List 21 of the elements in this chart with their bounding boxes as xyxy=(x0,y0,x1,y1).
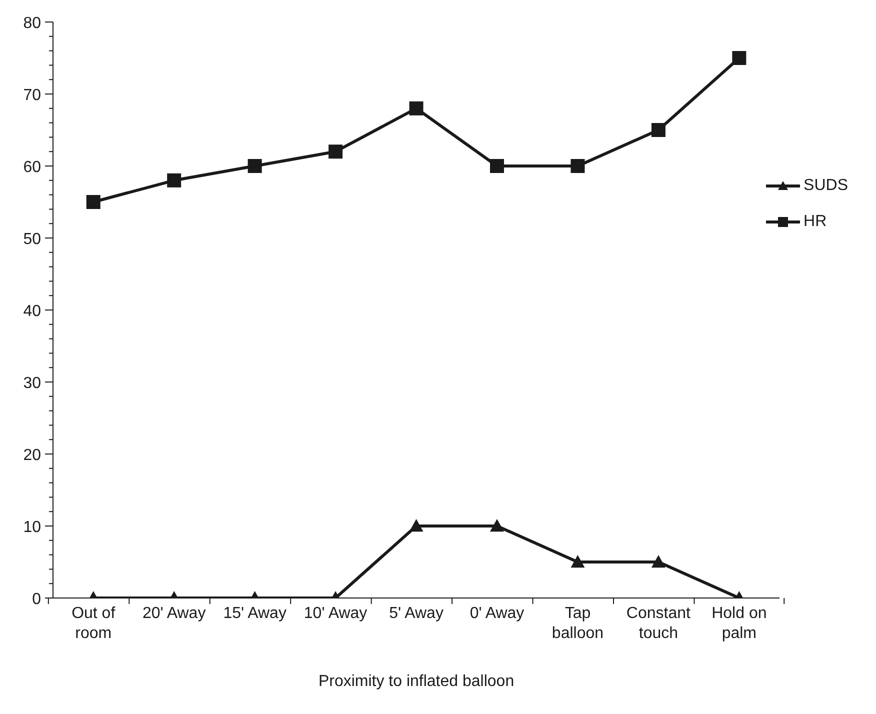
y-tick-label: 30 xyxy=(23,375,42,392)
y-tick-label: 50 xyxy=(23,231,42,248)
x-tick-label: 10' Away xyxy=(304,605,368,622)
y-tick-label: 40 xyxy=(23,303,42,320)
x-tick-label: Hold on palm xyxy=(712,605,767,642)
x-tick-label: Out of room xyxy=(72,605,116,642)
x-tick-label: 15' Away xyxy=(223,605,286,622)
x-tick-label: 20' Away xyxy=(142,605,206,622)
y-tick-label: 60 xyxy=(23,159,42,176)
y-tick-label: 0 xyxy=(32,591,42,608)
y-tick-label: 70 xyxy=(23,87,42,104)
y-tick-label: 20 xyxy=(23,447,42,464)
x-tick-label: Tap balloon xyxy=(552,605,604,642)
x-axis-title: Proximity to inflated balloon xyxy=(318,673,514,690)
y-tick-label: 10 xyxy=(23,519,42,536)
legend-label: SUDS xyxy=(804,177,848,195)
y-tick-label: 80 xyxy=(23,15,42,32)
x-tick-label: 5' Away xyxy=(389,605,444,622)
legend-label: HR xyxy=(804,213,827,231)
x-tick-label: 0' Away xyxy=(470,605,524,622)
x-tick-label: Constant touch xyxy=(626,605,692,642)
